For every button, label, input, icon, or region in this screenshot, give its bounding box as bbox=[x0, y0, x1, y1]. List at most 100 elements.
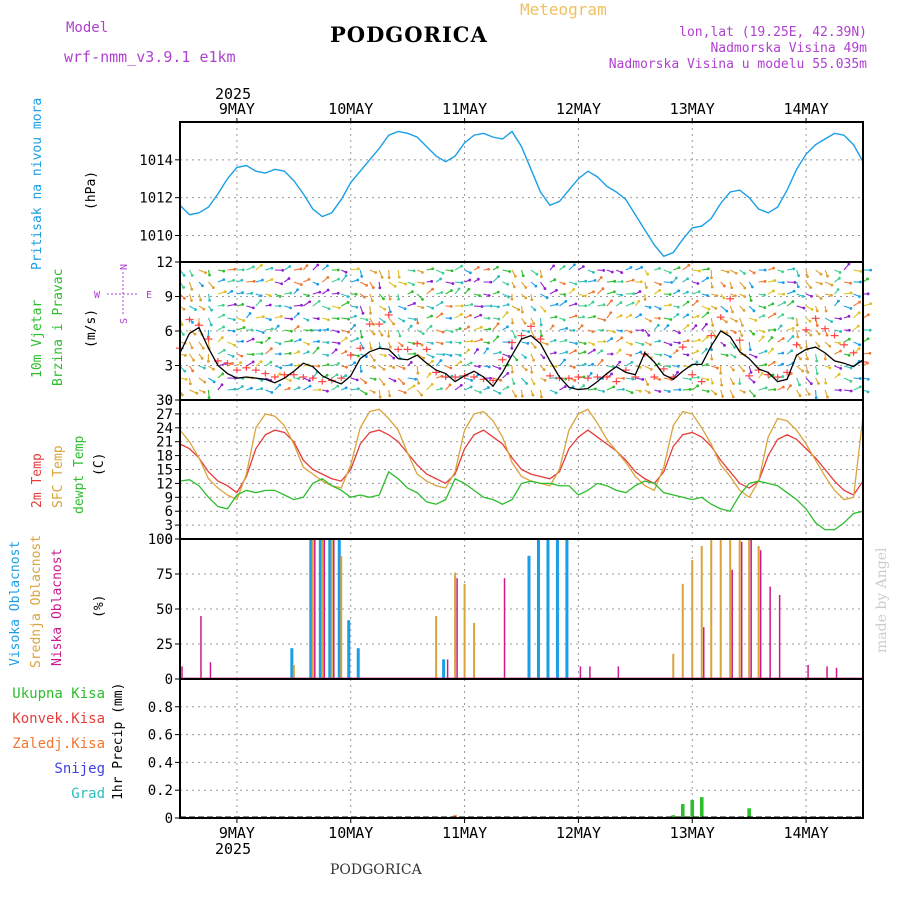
wind-arrowhead-53-2 bbox=[685, 290, 689, 294]
wind-arrowhead-24-7 bbox=[413, 352, 417, 356]
wind-arrowhead-40-3 bbox=[564, 299, 568, 303]
wind-arrowhead-15-1 bbox=[326, 276, 330, 279]
wind-arrowhead-43-5 bbox=[591, 330, 595, 334]
wind-arrowhead-18-2 bbox=[354, 292, 358, 296]
wind-arrowhead-18-5 bbox=[353, 323, 357, 327]
wind-arrowhead-6-8 bbox=[239, 361, 243, 364]
cloud-mid-bar-58 bbox=[729, 539, 732, 679]
wind-arrowhead-25-9 bbox=[417, 381, 421, 385]
wind-arrowhead-56-6 bbox=[710, 348, 713, 352]
wind-arrowhead-1-1 bbox=[190, 287, 194, 291]
wind-arrowhead-30-3 bbox=[470, 303, 474, 306]
wind-arrowhead-36-1 bbox=[524, 286, 528, 289]
wind-arrowhead-43-6 bbox=[592, 343, 595, 346]
wind-arrowhead-50-5 bbox=[656, 323, 660, 327]
wind-arrowhead-15-8 bbox=[326, 363, 330, 367]
wind-arrowhead-2-9 bbox=[203, 380, 207, 384]
wind-arrowhead-63-1 bbox=[781, 281, 785, 285]
wind-arrowhead-47-2 bbox=[632, 292, 636, 296]
wind-arrowhead-4-10 bbox=[220, 383, 224, 387]
wind-arrowhead-8-3 bbox=[259, 299, 263, 302]
wind-arrowhead-44-4 bbox=[603, 318, 607, 322]
wind-arrowhead-71-1 bbox=[859, 280, 862, 284]
wind-arrowhead-62-3 bbox=[771, 302, 775, 306]
cloud-low-bar-55 bbox=[702, 627, 705, 679]
wind-arrowhead-52-8 bbox=[676, 364, 680, 368]
wind-arrowhead-19-5 bbox=[360, 335, 364, 339]
wind-arrowhead-42-7 bbox=[583, 350, 587, 354]
wind-arrowhead-56-3 bbox=[714, 306, 718, 310]
wind-arrowhead-38-0 bbox=[539, 275, 543, 279]
wind-arrowhead-63-2 bbox=[782, 292, 786, 296]
wind-arrowhead-5-8 bbox=[231, 362, 234, 365]
wind-arrowhead-66-1 bbox=[809, 286, 813, 289]
wind-arrowhead-65-7 bbox=[799, 357, 802, 361]
wind-arrowhead-23-6 bbox=[400, 344, 404, 348]
wind-arrowhead-15-7 bbox=[326, 353, 330, 357]
wind-arrowhead-11-3 bbox=[289, 306, 292, 310]
wind-arrowhead-55-8 bbox=[705, 363, 709, 366]
wind-arrowhead-42-3 bbox=[584, 304, 588, 308]
wind-arrowhead-65-0 bbox=[797, 274, 801, 278]
wind-arrowhead-45-7 bbox=[610, 352, 614, 356]
wind-arrowhead-20-2 bbox=[370, 299, 374, 303]
wind-arrowhead-20-6 bbox=[369, 346, 373, 350]
wind-arrowhead-66-3 bbox=[810, 308, 814, 311]
wind-arrowhead-52-6 bbox=[677, 341, 681, 345]
cloud-mid-bar-27 bbox=[435, 616, 438, 679]
wind-arrowhead-9-2 bbox=[268, 294, 272, 297]
wind-arrowhead-70-0 bbox=[847, 262, 851, 266]
wind-arrowhead-19-2 bbox=[363, 295, 366, 299]
wind-arrowhead-61-10 bbox=[764, 386, 768, 390]
wind-arrowhead-18-0 bbox=[356, 267, 360, 271]
wind-arrowhead-52-7 bbox=[675, 349, 679, 353]
wind-arrowhead-31-4 bbox=[479, 313, 483, 317]
cloud-high-bar-17 bbox=[337, 539, 341, 679]
wind-arrowhead-42-2 bbox=[584, 294, 587, 298]
wind-arrowhead-48-6 bbox=[641, 343, 645, 346]
wind-arrowhead-66-10 bbox=[807, 392, 811, 396]
wind-arrowhead-15-0 bbox=[326, 264, 329, 268]
xtick-label-top-1: 10MAY bbox=[328, 100, 373, 118]
wind-arrowhead-66-5 bbox=[809, 333, 813, 337]
wind-arrowhead-41-8 bbox=[572, 365, 576, 369]
wind-arrowhead-13-2 bbox=[307, 294, 310, 298]
wind-arrowhead-28-2 bbox=[450, 289, 453, 292]
compass-n: N bbox=[119, 264, 130, 270]
wind-arrowhead-14-0 bbox=[316, 263, 320, 267]
wind-arrowhead-57-4 bbox=[725, 320, 728, 324]
wind-arrowhead-9-4 bbox=[268, 318, 272, 322]
wind-arrowhead-15-10 bbox=[326, 389, 329, 393]
ytick-label-temperature-6: 18 bbox=[156, 449, 173, 465]
wind-arrowhead-7-0 bbox=[251, 265, 255, 269]
cloud-mid-bar-17 bbox=[340, 555, 343, 679]
wind-arrowhead-52-0 bbox=[677, 266, 681, 270]
wind-arrowhead-56-9 bbox=[711, 381, 714, 385]
wind-arrowhead-48-1 bbox=[639, 280, 643, 284]
wind-arrowhead-57-8 bbox=[719, 371, 723, 375]
wind-arrowhead-24-0 bbox=[412, 269, 416, 273]
wind-arrowhead-51-0 bbox=[668, 271, 672, 275]
wind-arrowhead-41-5 bbox=[572, 328, 576, 332]
wind-arrowhead-17-4 bbox=[347, 317, 350, 321]
wind-arrowhead-41-1 bbox=[574, 282, 578, 286]
wind-arrowhead-32-6 bbox=[487, 341, 490, 345]
wind-arrowhead-55-2 bbox=[706, 294, 709, 297]
wind-arrowhead-42-0 bbox=[581, 265, 585, 268]
wind-arrowhead-60-6 bbox=[748, 348, 752, 352]
wind-arrowhead-21-2 bbox=[382, 297, 385, 301]
precip-total-bar-54 bbox=[690, 799, 695, 818]
cloud-high-bar-28 bbox=[442, 659, 446, 679]
wind-arrowhead-26-0 bbox=[431, 267, 435, 271]
wind-arrowhead-61-4 bbox=[762, 314, 766, 318]
wind-arrowhead-58-5 bbox=[733, 331, 737, 334]
wind-arrowhead-67-10 bbox=[814, 396, 818, 400]
wind-arrowhead-19-1 bbox=[365, 283, 369, 287]
wind-arrowhead-10-2 bbox=[278, 294, 282, 298]
wind-arrowhead-69-0 bbox=[838, 271, 842, 274]
wind-arrowhead-17-6 bbox=[344, 336, 348, 340]
wind-arrowhead-53-4 bbox=[686, 313, 690, 317]
wind-arrowhead-11-5 bbox=[290, 329, 293, 333]
wind-arrowhead-70-4 bbox=[847, 314, 851, 318]
